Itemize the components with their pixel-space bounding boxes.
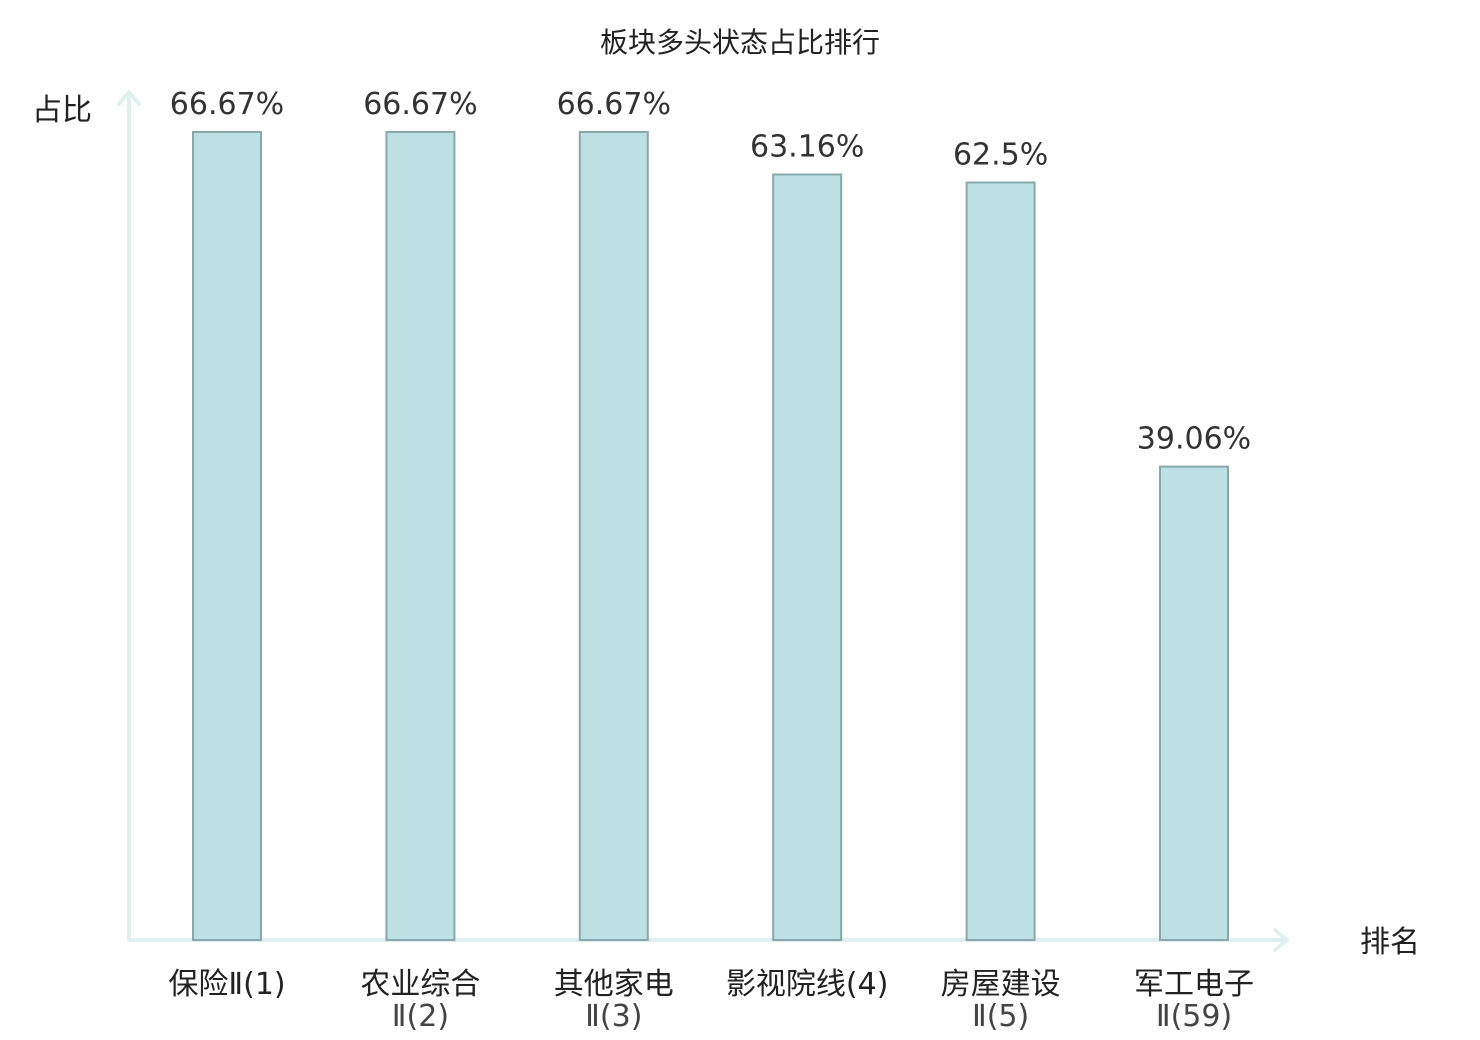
value-labels-group: 66.67% 66.67% 66.67% 63.16% 62.5% 39.06% — [170, 87, 1251, 457]
bar-6 — [1159, 465, 1229, 941]
bar-3 — [578, 131, 649, 941]
bars-group — [192, 131, 1229, 941]
axes — [117, 90, 1289, 952]
category-label-2: 农业综合 — [360, 967, 480, 1002]
category-label-1: 保险Ⅱ(1) — [168, 967, 285, 1002]
y-axis-arrow — [117, 90, 141, 106]
value-label-3: 66.67% — [557, 87, 671, 122]
value-label-1: 66.67% — [170, 87, 284, 122]
category-label-5-line-2: Ⅱ(5) — [972, 999, 1029, 1034]
bar-2 — [385, 131, 456, 941]
category-label-6-line-2: Ⅱ(59) — [1156, 999, 1232, 1034]
bar-4 — [772, 173, 843, 941]
category-label-6: 军工电子 — [1134, 967, 1254, 1002]
x-axis-label: 排名 — [1360, 925, 1420, 960]
category-label-5: 房屋建设 — [941, 967, 1061, 1002]
bar-1 — [192, 131, 262, 941]
category-label-4: 影视院线(4) — [726, 967, 889, 1002]
category-label-2-line-2: Ⅱ(2) — [392, 999, 449, 1034]
x-axis-arrow — [1273, 928, 1289, 952]
category-label-3: 其他家电 — [554, 967, 674, 1002]
bar-5 — [965, 181, 1036, 941]
y-axis-label: 占比 — [32, 93, 92, 128]
chart-title: 板块多头状态占比排行 — [600, 26, 880, 59]
value-label-2: 66.67% — [363, 87, 477, 122]
value-label-4: 63.16% — [750, 130, 864, 165]
value-label-5: 62.5% — [953, 138, 1048, 173]
value-label-6: 39.06% — [1137, 422, 1251, 457]
category-label-3-line-2: Ⅱ(3) — [585, 999, 642, 1034]
